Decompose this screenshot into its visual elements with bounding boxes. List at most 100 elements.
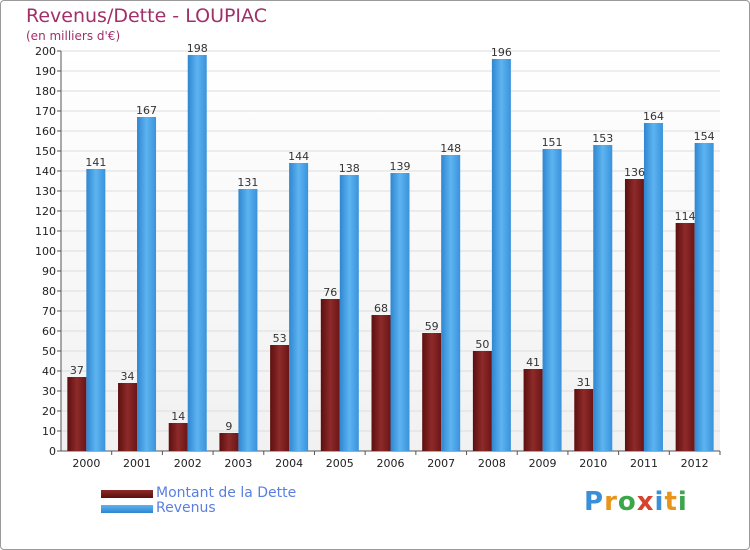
data-label-debt: 37 bbox=[70, 364, 84, 377]
bar-revenus bbox=[441, 155, 461, 451]
data-labels: 37 141 34 167 14 198 9 131 53 144 76 138 68 139 59 148 5… bbox=[70, 42, 715, 433]
bar-revenus bbox=[187, 55, 207, 451]
bar-revenus bbox=[542, 149, 562, 451]
y-tick-label: 20 bbox=[42, 405, 56, 418]
logo-letter: i bbox=[677, 487, 688, 517]
data-label-debt: 41 bbox=[526, 356, 540, 369]
x-tick-label: 2011 bbox=[630, 457, 658, 470]
bar-debt bbox=[118, 383, 138, 451]
data-label-revenus: 154 bbox=[694, 130, 715, 143]
x-tick-label: 2002 bbox=[174, 457, 202, 470]
data-label-debt: 136 bbox=[624, 166, 645, 179]
bar-revenus bbox=[86, 169, 106, 451]
bar-debt bbox=[371, 315, 391, 451]
bar-revenus bbox=[339, 175, 359, 451]
bar-revenus bbox=[390, 173, 410, 451]
bar-revenus bbox=[137, 117, 157, 451]
data-label-debt: 50 bbox=[475, 338, 489, 351]
bar-debt bbox=[574, 389, 594, 451]
y-tick-label: 140 bbox=[35, 165, 56, 178]
y-tick-label: 50 bbox=[42, 345, 56, 358]
bar-debt bbox=[472, 351, 492, 451]
y-tick-label: 80 bbox=[42, 285, 56, 298]
bar-debt bbox=[270, 345, 290, 451]
y-tick-label: 110 bbox=[35, 225, 56, 238]
y-tick-label: 60 bbox=[42, 325, 56, 338]
x-tick-label: 2012 bbox=[681, 457, 709, 470]
x-tick-label: 2007 bbox=[427, 457, 455, 470]
data-label-revenus: 151 bbox=[542, 136, 563, 149]
data-label-revenus: 167 bbox=[136, 104, 157, 117]
y-tick-label: 40 bbox=[42, 365, 56, 378]
data-label-debt: 59 bbox=[425, 320, 439, 333]
x-tick-label: 2001 bbox=[123, 457, 151, 470]
data-label-revenus: 139 bbox=[390, 160, 411, 173]
bar-debt bbox=[523, 369, 543, 451]
y-tick-label: 90 bbox=[42, 265, 56, 278]
bar-revenus bbox=[643, 123, 663, 451]
bar-revenus bbox=[593, 145, 613, 451]
logo-letter: r bbox=[604, 487, 618, 517]
bar-revenus bbox=[694, 143, 714, 451]
y-tick-label: 0 bbox=[49, 445, 56, 458]
bar-debt bbox=[422, 333, 442, 451]
bar-debt bbox=[675, 223, 695, 451]
y-tick-label: 190 bbox=[35, 65, 56, 78]
y-tick-label: 120 bbox=[35, 205, 56, 218]
legend-swatch-revenus bbox=[101, 505, 153, 513]
data-label-revenus: 153 bbox=[592, 132, 613, 145]
bar-revenus bbox=[491, 59, 511, 451]
data-label-revenus: 138 bbox=[339, 162, 360, 175]
logo-letter: o bbox=[617, 487, 637, 517]
bar-debt bbox=[320, 299, 340, 451]
chart-subtitle: (en milliers d'€) bbox=[26, 29, 121, 43]
x-tick-label: 2006 bbox=[377, 457, 405, 470]
y-tick-label: 30 bbox=[42, 385, 56, 398]
y-tick-label: 130 bbox=[35, 185, 56, 198]
data-label-debt: 14 bbox=[171, 410, 185, 423]
bar-revenus bbox=[238, 189, 258, 451]
bar-debt bbox=[219, 433, 239, 451]
data-label-revenus: 144 bbox=[288, 150, 309, 163]
legend-label-debt: Montant de la Dette bbox=[156, 485, 297, 501]
data-label-debt: 114 bbox=[675, 210, 696, 223]
data-label-debt: 53 bbox=[273, 332, 287, 345]
bars bbox=[67, 55, 714, 451]
data-label-debt: 76 bbox=[323, 286, 337, 299]
logo-letter: i bbox=[654, 487, 665, 517]
data-label-debt: 68 bbox=[374, 302, 388, 315]
y-tick-label: 200 bbox=[35, 45, 56, 58]
axes: 0 10 20 30 40 50 60 70 80 90 100 110 120 130 140 150 160… bbox=[35, 45, 721, 470]
x-tick-label: 2010 bbox=[579, 457, 607, 470]
data-label-revenus: 164 bbox=[643, 110, 664, 123]
logo-letter: x bbox=[636, 487, 655, 517]
x-tick-label: 2000 bbox=[72, 457, 100, 470]
data-label-revenus: 148 bbox=[440, 142, 461, 155]
y-tick-label: 160 bbox=[35, 125, 56, 138]
data-label-revenus: 131 bbox=[237, 176, 258, 189]
y-tick-label: 180 bbox=[35, 85, 56, 98]
data-label-revenus: 141 bbox=[85, 156, 106, 169]
x-tick-label: 2004 bbox=[275, 457, 303, 470]
data-label-revenus: 196 bbox=[491, 46, 512, 59]
x-tick-label: 2005 bbox=[326, 457, 354, 470]
bar-revenus bbox=[289, 163, 309, 451]
x-tick-label: 2008 bbox=[478, 457, 506, 470]
bar-debt bbox=[67, 377, 87, 451]
bar-debt bbox=[168, 423, 188, 451]
proxiti-logo: Proxiti bbox=[584, 487, 688, 517]
y-tick-label: 70 bbox=[42, 305, 56, 318]
logo-letter: t bbox=[664, 487, 678, 517]
chart-title: Revenus/Dette - LOUPIAC bbox=[26, 5, 267, 27]
y-tick-label: 100 bbox=[35, 245, 56, 258]
legend-label-revenus: Revenus bbox=[156, 500, 216, 516]
data-label-debt: 34 bbox=[121, 370, 135, 383]
data-label-debt: 9 bbox=[225, 420, 232, 433]
bar-debt bbox=[624, 179, 644, 451]
legend-swatch-debt bbox=[101, 490, 153, 498]
y-tick-label: 150 bbox=[35, 145, 56, 158]
data-label-revenus: 198 bbox=[187, 42, 208, 55]
logo-letter: P bbox=[584, 487, 605, 517]
